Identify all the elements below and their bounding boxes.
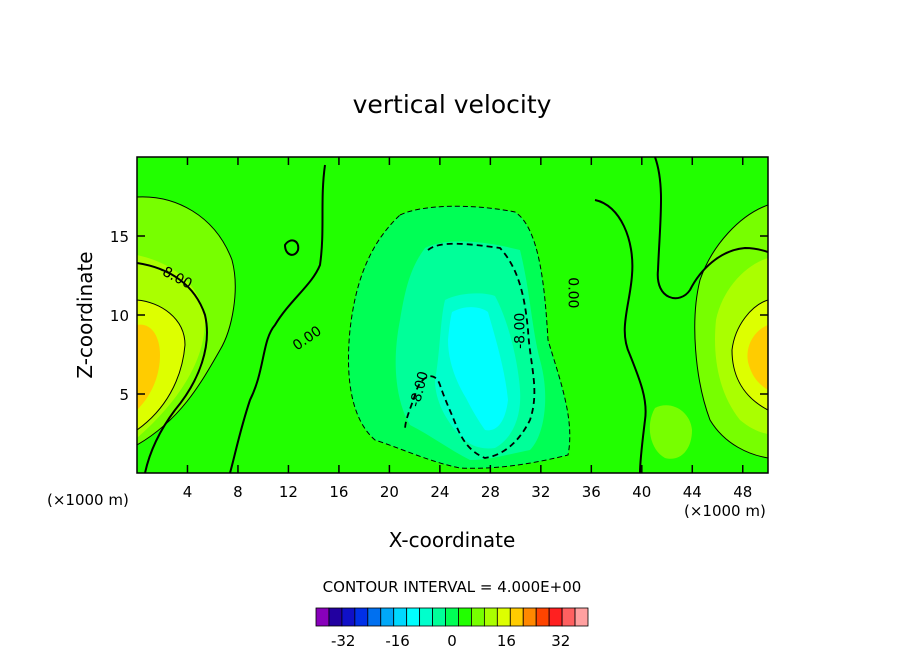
contour-label: -8.00 [513,313,529,349]
x-axis-label: X-coordinate [389,528,516,552]
x-axis: 4 8 12 16 20 24 28 32 36 40 44 48 [183,157,752,501]
x-tick-label: 8 [233,483,243,501]
x-tick-label: 36 [582,483,601,501]
plus-8-contour-left [137,299,186,431]
plus-8-contour-right [731,299,768,411]
colorbar-swatch [367,607,382,627]
colorbar-swatch [535,607,550,627]
colorbar: -32 -16 0 16 32 [315,607,589,650]
minus-8-contour [404,242,536,459]
contour-interval-text: CONTOUR INTERVAL = 4.000E+00 [323,578,582,596]
colorbar-swatch [522,607,537,627]
contour-label: 0.00 [564,277,580,308]
x-tick-label: 48 [733,483,752,501]
y-tick-label: 5 [119,386,129,404]
colorbar-swatch [561,607,576,627]
colorbar-swatch [496,607,511,627]
zero-contour-right [594,199,647,473]
colorbar-tick-label: 0 [447,632,457,650]
y-tick-label: 15 [110,228,129,246]
zero-contour-island [283,239,300,256]
colorbar-swatch [406,607,421,627]
x-tick-label: 20 [380,483,399,501]
x-tick-label: 24 [430,483,449,501]
colorbar-tick-label: -16 [385,632,410,650]
colorbar-tick-label: 16 [497,632,516,650]
y-axis-label: Z-coordinate [73,251,97,378]
minus-4-contour [348,205,571,469]
colorbar-swatch [471,607,485,627]
x-tick-label: 40 [632,483,651,501]
plus-4-contour-left [137,196,236,446]
colorbar-swatch [445,607,459,627]
x-tick-label: 28 [481,483,500,501]
colorbar-swatch [483,607,498,627]
x-unit-label-left: (×1000 m) [47,491,129,509]
colorbar-swatch [341,607,356,627]
y-axis: 5 10 15 [110,228,768,404]
band-plus-4-lower [649,405,692,459]
x-tick-label: 16 [329,483,348,501]
colorbar-swatch [574,607,589,627]
colorbar-swatch [328,607,343,627]
x-tick-label: 4 [183,483,193,501]
x-tick-label: 44 [683,483,702,501]
colorbar-swatch [432,607,446,627]
colorbar-swatch [380,607,395,627]
colorbar-swatch [315,607,330,627]
colorbar-swatch [354,607,369,627]
colorbar-tick-label: 32 [551,632,570,650]
colorbar-swatch [419,607,433,627]
x-tick-label: 32 [531,483,550,501]
y-tick-label: 10 [110,307,129,325]
zero-contour-center [229,164,326,473]
chart-title: vertical velocity [353,90,552,119]
zero-contour-right-edge [654,157,768,300]
zero-contour-left [137,262,208,473]
band-plus-16-right [747,325,768,390]
plot-area: -8.000.00-8.00-8.000.00 [137,157,768,473]
band-plus-16-left [137,324,160,410]
colorbar-swatch [548,607,563,627]
colorbar-swatch [458,607,472,627]
band-minus-16 [448,307,508,431]
colorbar-tick-label: -32 [331,632,356,650]
x-unit-label-right: (×1000 m) [684,502,766,520]
contour-lines [137,157,768,473]
colorbar-swatch [509,607,524,627]
plus-4-contour-right [694,204,768,459]
x-tick-label: 12 [279,483,298,501]
colorbar-swatch [393,607,408,627]
